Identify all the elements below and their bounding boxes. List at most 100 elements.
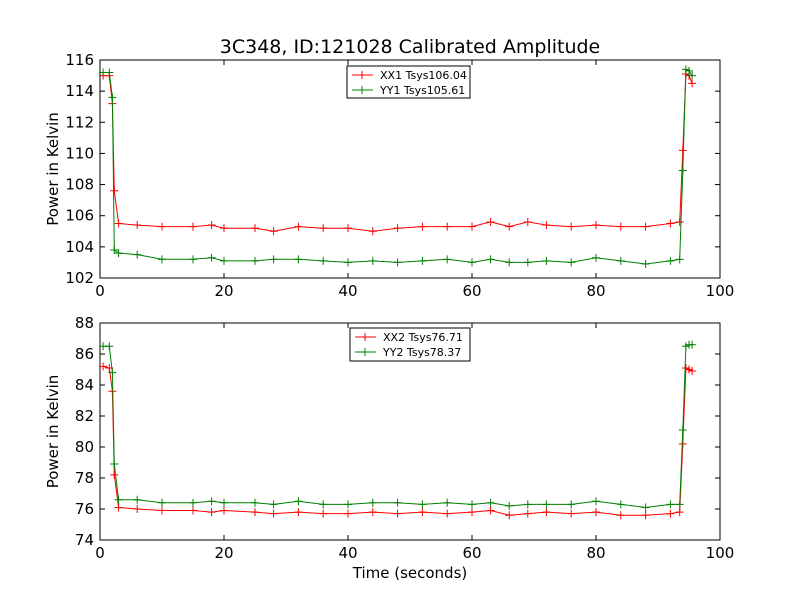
data-point (110, 470, 119, 479)
legend-label: YY2 Tsys78.37 (382, 346, 461, 359)
data-point (114, 503, 123, 512)
data-point (133, 250, 142, 259)
legend-label: YY1 Tsys105.61 (379, 84, 465, 97)
legend-box (346, 65, 471, 99)
data-point (269, 227, 278, 236)
series-line (103, 73, 693, 232)
data-point (641, 222, 650, 231)
data-point (344, 224, 352, 233)
data-point (114, 495, 123, 504)
data-point (207, 497, 216, 506)
data-point (114, 219, 123, 228)
y-tick-label: 104 (65, 238, 94, 256)
data-point (567, 258, 576, 267)
data-point (110, 245, 119, 254)
data-point (319, 509, 328, 518)
data-point (688, 367, 697, 376)
data-point (567, 500, 576, 509)
legend-marker (358, 71, 366, 79)
data-point (542, 256, 551, 265)
data-point (523, 509, 532, 518)
data-point (108, 93, 117, 102)
data-point (592, 497, 600, 506)
x-tick-label: 40 (338, 282, 357, 300)
y-tick-label: 86 (75, 345, 94, 363)
y-tick-label: 102 (65, 269, 94, 287)
data-point (688, 79, 697, 88)
data-point (133, 495, 142, 504)
data-point (344, 509, 352, 518)
data-point (688, 71, 697, 80)
data-point (486, 498, 495, 507)
data-point (269, 500, 278, 509)
data-point (616, 500, 625, 509)
data-point (189, 222, 197, 231)
data-point (678, 425, 687, 434)
data-point (393, 224, 402, 233)
data-point (158, 506, 166, 515)
legend-marker (358, 86, 366, 94)
y-tick-label: 84 (75, 376, 94, 394)
data-point (99, 362, 108, 371)
data-point (675, 217, 684, 226)
legend-box (349, 327, 471, 362)
data-point (105, 68, 114, 77)
y-tick-label: 116 (65, 51, 94, 69)
data-point (443, 222, 452, 231)
data-point (158, 222, 166, 231)
data-point (133, 505, 142, 513)
data-point (251, 498, 259, 507)
y-tick-label: 76 (75, 500, 94, 518)
data-point (592, 221, 600, 230)
data-point (505, 511, 514, 520)
data-point (207, 221, 216, 230)
data-point (443, 255, 452, 264)
data-point (220, 224, 228, 233)
data-point (189, 255, 197, 264)
legend-marker (361, 348, 369, 356)
data-point (616, 511, 625, 520)
y-tick-label: 112 (65, 113, 94, 131)
x-tick-label: 60 (462, 544, 481, 562)
data-point (688, 340, 697, 349)
data-point (294, 222, 303, 231)
data-point (220, 506, 228, 515)
data-point (368, 256, 377, 265)
series-line (102, 365, 693, 516)
data-point (443, 498, 452, 507)
data-point (158, 498, 166, 507)
data-point (368, 227, 377, 236)
x-tick-label: 0 (95, 544, 105, 562)
x-tick-label: 40 (338, 544, 357, 562)
x-tick-label: 20 (214, 544, 233, 562)
data-point (368, 508, 377, 517)
y-tick-label: 88 (75, 314, 94, 332)
y-axis-title: Power in Kelvin (44, 375, 62, 489)
data-point (486, 506, 495, 515)
x-axis-title: Time (seconds) (352, 564, 468, 582)
data-point (678, 146, 687, 155)
data-point (468, 508, 476, 517)
data-point (542, 508, 551, 517)
data-point (505, 258, 514, 267)
data-point (418, 222, 427, 231)
data-point (110, 460, 119, 469)
y-tick-label: 74 (75, 531, 94, 549)
y-tick-label: 108 (65, 176, 94, 194)
x-tick-label: 0 (95, 282, 105, 300)
data-point (344, 258, 352, 267)
data-point (294, 255, 303, 264)
y-tick-label: 78 (75, 469, 94, 487)
legend-marker (361, 333, 369, 341)
legend-label: XX2 Tsys76.71 (383, 331, 463, 344)
data-point (319, 224, 328, 233)
y-tick-label: 110 (65, 144, 94, 162)
data-point (105, 342, 114, 351)
x-tick-label: 80 (586, 544, 605, 562)
data-point (393, 498, 402, 507)
x-tick-label: 20 (214, 282, 233, 300)
data-point (616, 222, 625, 231)
data-point (505, 501, 514, 510)
data-point (523, 217, 532, 226)
bottom-panel: 0 20 40 60 80 100 74 76 78 80 82 84 86 88 Power in Kel… (44, 314, 734, 562)
